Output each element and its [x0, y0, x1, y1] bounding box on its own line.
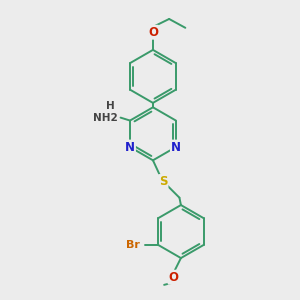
Text: NH2: NH2 — [93, 112, 118, 123]
Text: O: O — [148, 26, 158, 39]
Text: N: N — [125, 141, 135, 154]
Text: Br: Br — [126, 240, 140, 250]
Text: H: H — [106, 101, 115, 111]
Text: S: S — [159, 175, 167, 188]
Text: N: N — [171, 141, 181, 154]
Text: O: O — [169, 271, 178, 284]
